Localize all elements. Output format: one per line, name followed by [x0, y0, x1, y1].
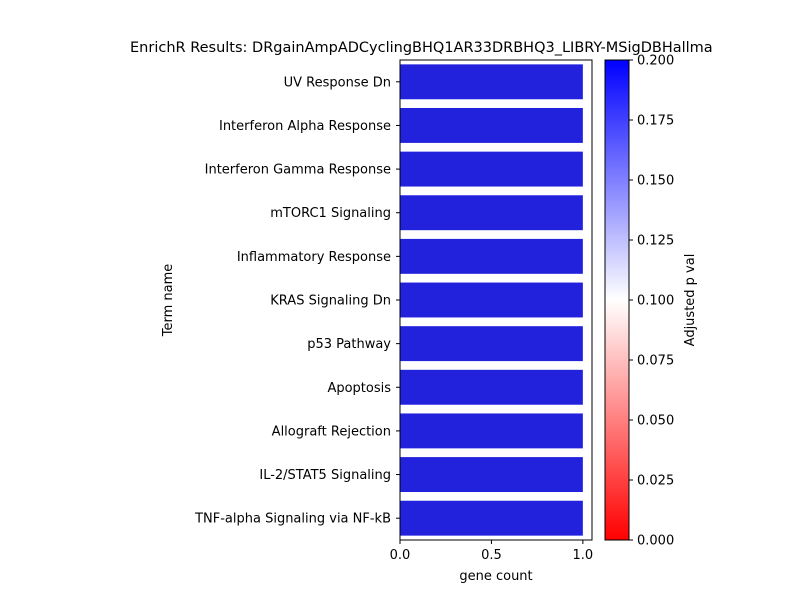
colorbar-tick-label: 0.050 — [637, 414, 674, 429]
bar — [400, 195, 583, 231]
colorbar-tick-label: 0.100 — [637, 294, 674, 309]
y-tick-label: UV Response Dn — [284, 75, 391, 90]
bar — [400, 457, 583, 492]
bar — [400, 369, 583, 405]
bar — [400, 64, 583, 100]
bars-group — [400, 64, 583, 536]
y-tick-label: Interferon Alpha Response — [219, 119, 391, 134]
bar — [400, 326, 583, 362]
x-axis-label: gene count — [459, 569, 532, 584]
colorbar — [604, 59, 630, 541]
bar — [400, 500, 583, 536]
y-tick-label: Apoptosis — [327, 381, 391, 396]
y-tick-label: IL-2/STAT5 Signaling — [259, 468, 391, 483]
bar — [400, 108, 583, 143]
colorbar-tick-label: 0.000 — [637, 534, 674, 549]
x-tick-label: 1.0 — [573, 548, 594, 563]
colorbar-tick-label: 0.075 — [637, 354, 674, 369]
y-tick-label: KRAS Signaling Dn — [270, 294, 391, 309]
x-ticks: 0.0 0.5 1.0 — [390, 540, 594, 563]
y-axis-label: Term name — [161, 264, 176, 338]
colorbar-label: Adjusted p val — [683, 254, 698, 347]
colorbar-tick-label: 0.175 — [637, 114, 674, 129]
chart-title: EnrichR Results: DRgainAmpADCyclingBHQ1A… — [130, 40, 713, 56]
colorbar-tick-label: 0.025 — [637, 474, 674, 489]
colorbar-tick-label: 0.200 — [637, 54, 674, 69]
colorbar-ticks: 0.000 0.025 0.050 0.075 0.100 0.125 0.150 0.175… — [629, 54, 674, 549]
y-tick-labels: UV Response Dn Interferon Alpha Response I… — [194, 75, 400, 527]
y-tick-label: Allograft Rejection — [272, 424, 391, 439]
x-tick-label: 0.0 — [390, 548, 411, 563]
bar — [400, 413, 583, 449]
x-tick-label: 0.5 — [481, 548, 502, 563]
bar — [400, 282, 583, 318]
colorbar-tick-label: 0.125 — [637, 234, 674, 249]
y-tick-label: Inflammatory Response — [237, 250, 391, 265]
plot-frame — [399, 59, 593, 541]
colorbar-tick-label: 0.150 — [637, 174, 674, 189]
y-tick-label: mTORC1 Signaling — [270, 206, 391, 221]
y-tick-label: p53 Pathway — [307, 337, 391, 352]
y-tick-label: TNF-alpha Signaling via NF-kB — [194, 512, 391, 527]
bar — [400, 238, 583, 274]
bar — [400, 151, 583, 187]
y-tick-label: Interferon Gamma Response — [205, 163, 391, 178]
